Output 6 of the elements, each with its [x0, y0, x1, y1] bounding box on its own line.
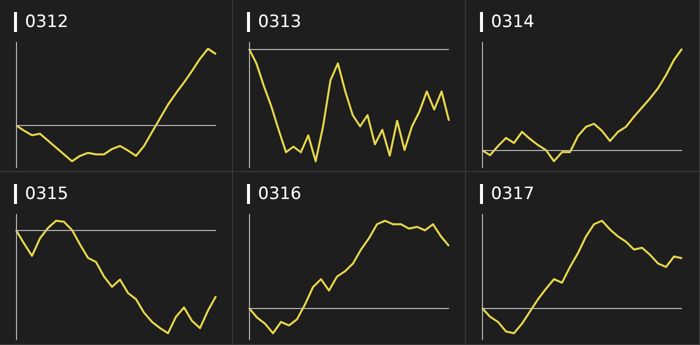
chart-title: 0317 [491, 184, 534, 204]
chart-title: 0314 [491, 12, 534, 32]
chart-title: 0315 [25, 184, 68, 204]
chart-title: 0316 [258, 184, 302, 204]
chart-title: 0312 [25, 12, 68, 32]
chart-title: 0313 [258, 12, 302, 32]
